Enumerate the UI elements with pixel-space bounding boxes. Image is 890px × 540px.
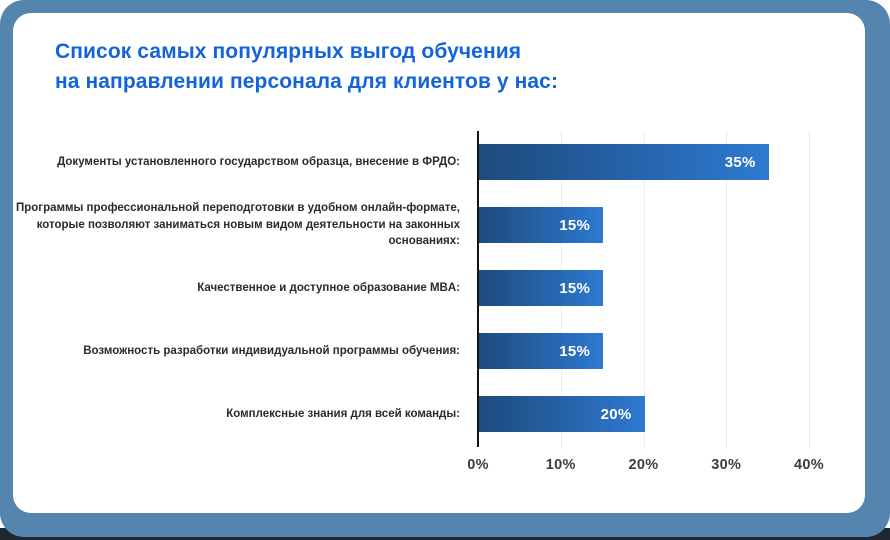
bar-rows: Документы установленного государством об…: [13, 144, 865, 432]
bar: 35%: [479, 144, 769, 180]
bar-value-label: 15%: [559, 216, 591, 234]
chart-row: Возможность разработки индивидуальной пр…: [13, 333, 865, 369]
category-label: Качественное и доступное образование MBA…: [197, 281, 460, 294]
x-tick-label-30%: 30%: [711, 457, 742, 473]
x-tick-label-20%: 20%: [628, 457, 659, 473]
gridline-20%: [643, 131, 645, 449]
bar-value-label: 15%: [559, 342, 591, 360]
y-axis-line: [477, 131, 479, 447]
gridline-40%: [809, 131, 810, 449]
category-label: Документы установленного государством об…: [57, 155, 460, 168]
bar: 20%: [479, 396, 645, 432]
chart-title-line2: на направлении персонала для клиентов у …: [55, 69, 559, 93]
bar: 15%: [479, 270, 604, 306]
category-label: Программы профессиональной переподготовк…: [15, 202, 460, 248]
chart-row: Программы профессиональной переподготовк…: [13, 202, 865, 247]
chart-title: Список самых популярных выгод обучения н…: [55, 37, 558, 97]
bar-value-label: 20%: [600, 405, 632, 423]
bar: 15%: [479, 207, 604, 243]
bar-chart: Документы установленного государством об…: [13, 131, 865, 491]
x-tick-label-10%: 10%: [545, 457, 576, 473]
bar-value-label: 15%: [559, 279, 591, 297]
bar: 15%: [479, 333, 604, 369]
chart-title-line1: Список самых популярных выгод обучения: [55, 40, 522, 63]
chart-row: Качественное и доступное образование MBA…: [13, 270, 865, 306]
chart-row: Комплексные знания для всей команды: 20%: [13, 396, 865, 432]
chart-card: Список самых популярных выгод обучения н…: [13, 13, 865, 513]
category-label: Возможность разработки индивидуальной пр…: [83, 344, 460, 357]
category-label: Комплексные знания для всей команды:: [226, 407, 460, 420]
gridline-30%: [726, 131, 728, 449]
x-tick-label-0%: 0%: [467, 457, 489, 473]
x-axis-ticks: 0% 10% 20% 30% 40%: [13, 457, 865, 477]
bar-value-label: 35%: [724, 153, 756, 171]
chart-row: Документы установленного государством об…: [13, 144, 865, 180]
x-tick-label-40%: 40%: [794, 457, 824, 473]
